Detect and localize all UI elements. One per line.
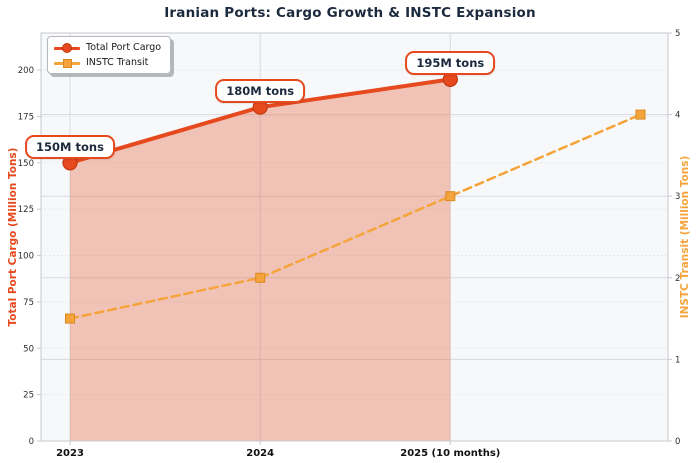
annotation-150m-tons: 150M tons xyxy=(25,134,115,159)
tick-labels: 0 25 50 75 100 125 150 175 200 0 1 2 3 4 5 2023 2024 2025… xyxy=(18,29,681,459)
svg-text:150: 150 xyxy=(18,159,34,169)
legend-label-instc-transit: INSTC Transit xyxy=(86,57,149,68)
svg-text:100: 100 xyxy=(18,252,34,262)
svg-text:1: 1 xyxy=(675,355,680,365)
legend-label-total-port-cargo: Total Port Cargo xyxy=(86,42,162,53)
instc-transit-line-marker-icon xyxy=(54,57,80,69)
svg-text:0: 0 xyxy=(29,437,34,447)
svg-text:3: 3 xyxy=(675,192,680,202)
chart-title: Iranian Ports: Cargo Growth & INSTC Expa… xyxy=(164,5,536,21)
cargo-area-fill xyxy=(70,79,451,441)
series-line xyxy=(68,113,642,320)
svg-text:25: 25 xyxy=(23,391,34,401)
data-point-square xyxy=(65,313,75,324)
plot-background xyxy=(41,33,668,441)
svg-text:0: 0 xyxy=(675,437,680,447)
right-axis-label: INSTC Transit (Million Tons) xyxy=(679,155,691,319)
legend-item-instc-transit: INSTC Transit xyxy=(54,56,161,69)
legend-item-total-port-cargo: Total Port Cargo xyxy=(54,41,161,54)
annotation-195m-tons: 195M tons xyxy=(405,51,496,76)
svg-text:200: 200 xyxy=(18,66,34,76)
data-point-square xyxy=(445,191,456,202)
annotation-180m-tons: 180M tons xyxy=(215,79,306,104)
svg-text:4: 4 xyxy=(675,111,680,121)
svg-text:125: 125 xyxy=(18,205,34,215)
total-port-cargo-line-marker-icon xyxy=(54,42,80,54)
data-point-square xyxy=(635,109,646,120)
left-axis-label: Total Port Cargo (Million Tons) xyxy=(7,147,19,327)
svg-text:2023: 2023 xyxy=(56,448,84,459)
legend: Total Port Cargo INSTC Transit xyxy=(47,36,172,74)
plot-border xyxy=(40,32,669,442)
svg-text:2: 2 xyxy=(675,274,680,284)
tick-marks xyxy=(37,32,672,445)
svg-text:175: 175 xyxy=(18,112,34,122)
svg-text:2025 (10 months): 2025 (10 months) xyxy=(400,448,500,459)
svg-text:5: 5 xyxy=(675,29,680,39)
data-point-square xyxy=(255,272,266,283)
svg-text:2024: 2024 xyxy=(246,448,274,459)
svg-text:75: 75 xyxy=(23,298,34,308)
svg-text:50: 50 xyxy=(23,344,34,354)
